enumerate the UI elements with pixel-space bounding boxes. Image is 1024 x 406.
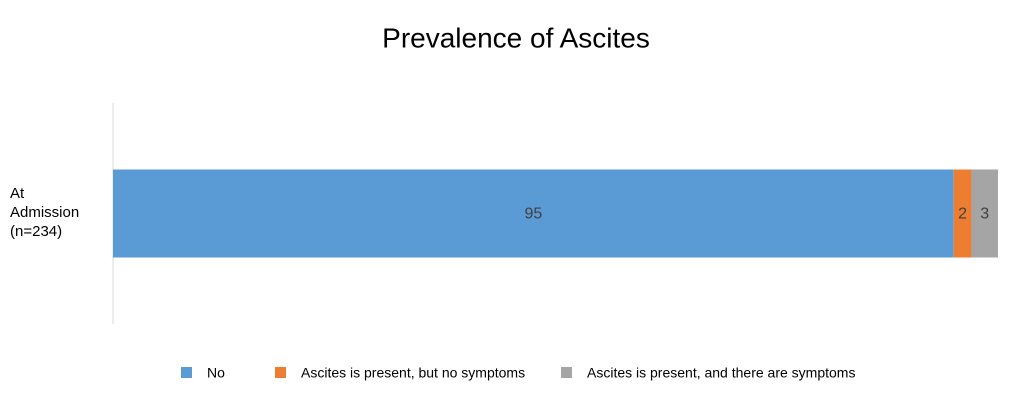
chart-title: Prevalence of Ascites	[382, 22, 650, 53]
legend-swatch	[181, 367, 192, 378]
legend-swatch	[275, 367, 286, 378]
data-label: 95	[524, 206, 542, 223]
legend-label: Ascites is present, but no symptoms	[301, 365, 525, 381]
bar-segment	[113, 169, 954, 258]
data-label: 3	[980, 206, 989, 223]
bar-segment	[953, 169, 972, 258]
y-tick-label: At Admission (n=234)	[10, 185, 80, 240]
bar-segment	[971, 169, 998, 258]
legend-label: No	[207, 365, 225, 381]
data-label: 2	[958, 206, 967, 223]
legend-swatch	[561, 367, 572, 378]
legend-label: Ascites is present, and there are sympto…	[587, 365, 855, 381]
